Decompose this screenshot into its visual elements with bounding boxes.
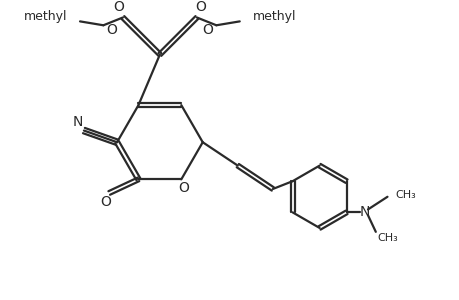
Text: O: O	[100, 195, 111, 209]
Text: O: O	[113, 0, 124, 14]
Text: CH₃: CH₃	[377, 233, 397, 243]
Text: N: N	[359, 206, 369, 219]
Text: O: O	[195, 0, 206, 14]
Text: methyl: methyl	[252, 10, 295, 23]
Text: O: O	[202, 23, 213, 37]
Text: O: O	[178, 181, 188, 195]
Text: CH₃: CH₃	[394, 190, 415, 200]
Text: methyl: methyl	[24, 10, 67, 23]
Text: N: N	[73, 115, 83, 129]
Text: O: O	[106, 23, 118, 37]
